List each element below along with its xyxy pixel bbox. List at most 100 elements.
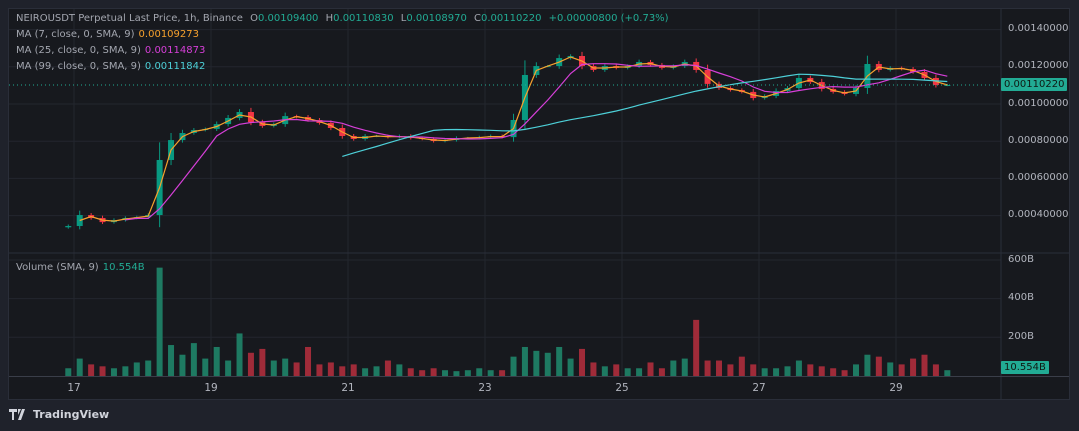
volume-bar	[579, 348, 586, 376]
close-label: C	[474, 13, 481, 24]
ma7-label: MA (7, close, 0, SMA, 9)	[16, 29, 135, 40]
time-tick: 23	[478, 382, 492, 394]
volume-bar	[145, 360, 152, 376]
price-tick: 0.00140000	[1008, 23, 1069, 34]
volume-bar	[407, 368, 414, 376]
volume-bar	[658, 368, 665, 376]
volume-tick: 200B	[1008, 331, 1034, 342]
volume-bar	[487, 370, 494, 376]
volume-value: 10.554B	[102, 262, 145, 273]
volume-bar	[373, 366, 380, 376]
open-value: 0.00109400	[257, 13, 319, 24]
volume-bar	[795, 360, 802, 376]
volume-bar	[921, 354, 928, 376]
volume-bar	[202, 358, 209, 376]
ma25-line	[125, 63, 948, 221]
volume-bar	[99, 366, 106, 376]
price-tick: 0.00040000	[1008, 209, 1069, 220]
volume-label: Volume (SMA, 9)	[16, 262, 99, 273]
volume-bar	[841, 370, 848, 376]
volume-bar	[670, 360, 677, 376]
candle-body	[944, 84, 951, 86]
volume-bar	[464, 370, 471, 376]
low-label: L	[400, 13, 407, 24]
volume-bar	[419, 370, 426, 376]
volume-bar	[76, 358, 83, 376]
ma7-line	[79, 56, 948, 222]
volume-bar	[510, 356, 517, 376]
volume-bar	[168, 345, 175, 376]
open-label: O	[250, 13, 258, 24]
ohlc-close: C0.00110220	[474, 13, 541, 24]
volume-bar	[887, 362, 894, 376]
volume-bar	[453, 371, 460, 376]
volume-bar	[316, 364, 323, 376]
time-tick: 19	[204, 382, 218, 394]
ma99-legend[interactable]: MA (99, close, 0, SMA, 9) 0.00111842	[16, 61, 209, 72]
time-tick: 27	[752, 382, 766, 394]
volume-bar	[647, 362, 654, 376]
volume-bar	[727, 364, 734, 376]
ma25-legend[interactable]: MA (25, close, 0, SMA, 9) 0.00114873	[16, 45, 209, 56]
candle-body	[76, 215, 83, 227]
price-tick: 0.00080000	[1008, 135, 1069, 146]
volume-bar	[613, 364, 620, 376]
last-volume-badge: 10.554B	[1001, 361, 1049, 374]
time-tick: 17	[67, 382, 81, 394]
volume-bar	[327, 362, 334, 376]
volume-bar	[910, 358, 917, 376]
volume-bar	[396, 364, 403, 376]
symbol-title: NEIROUSDT Perpetual Last Price, 1h, Bina…	[16, 13, 243, 24]
volume-bar	[122, 366, 129, 376]
volume-bar	[179, 354, 186, 376]
volume-bar	[601, 366, 608, 376]
ohlc-open: O0.00109400	[250, 13, 318, 24]
tradingview-label: TradingView	[33, 408, 110, 421]
tradingview-logo[interactable]: TradingView	[9, 408, 109, 421]
time-tick: 21	[341, 382, 355, 394]
volume-bar	[773, 368, 780, 376]
volume-bar	[225, 360, 232, 376]
volume-bar	[704, 360, 711, 376]
candle-body	[65, 226, 72, 228]
volume-bar	[852, 364, 859, 376]
ma25-label: MA (25, close, 0, SMA, 9)	[16, 45, 141, 56]
volume-bar	[784, 366, 791, 376]
volume-legend[interactable]: Volume (SMA, 9) 10.554B	[16, 262, 149, 273]
volume-bar	[590, 362, 597, 376]
ma7-legend[interactable]: MA (7, close, 0, SMA, 9) 0.00109273	[16, 29, 203, 40]
volume-bar	[247, 352, 254, 376]
volume-bar	[430, 368, 437, 376]
volume-bar	[761, 368, 768, 376]
tradingview-logo-icon	[9, 409, 25, 420]
close-value: 0.00110220	[481, 13, 542, 24]
time-tick: 25	[615, 382, 629, 394]
volume-bar	[110, 368, 117, 376]
volume-bar	[624, 368, 631, 376]
volume-bar	[898, 364, 905, 376]
ohlc-low: L0.00108970	[401, 13, 467, 24]
volume-bar	[442, 370, 449, 376]
volume-bar	[305, 346, 312, 376]
volume-bar	[521, 346, 528, 376]
symbol-legend: NEIROUSDT Perpetual Last Price, 1h, Bina…	[16, 13, 673, 24]
volume-bar	[864, 354, 871, 376]
volume-bar	[133, 362, 140, 376]
volume-bar	[716, 360, 723, 376]
low-value: 0.00108970	[406, 13, 467, 24]
volume-bar	[932, 364, 939, 376]
volume-tick: 400B	[1008, 292, 1034, 303]
volume-bar	[339, 366, 346, 376]
volume-bar	[65, 368, 72, 376]
price-tick: 0.00100000	[1008, 98, 1069, 109]
volume-bar	[293, 362, 300, 376]
volume-bar	[818, 366, 825, 376]
volume-bar	[807, 364, 814, 376]
volume-bar	[384, 360, 391, 376]
volume-bar	[544, 352, 551, 376]
volume-bar	[693, 319, 700, 376]
volume-bar	[236, 333, 243, 376]
ma25-value: 0.00114873	[144, 45, 206, 56]
ohlc-high: H0.00110830	[326, 13, 394, 24]
